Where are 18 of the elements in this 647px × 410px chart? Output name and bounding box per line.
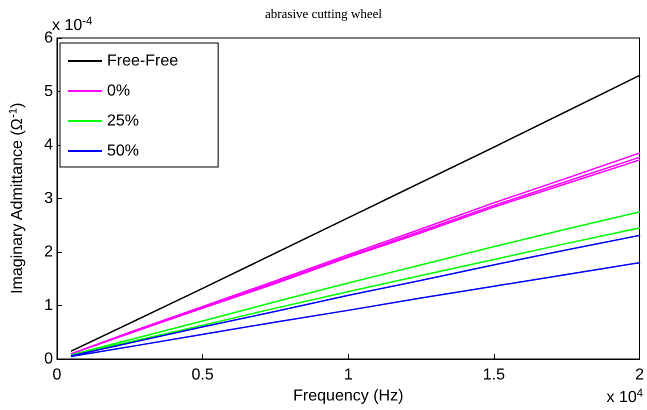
y-tick-label: 3 [44,190,54,207]
y-axis-title: Imaginary Admittance (Ω-1) [8,102,26,294]
y-tick-label: 5 [44,83,54,100]
x-tick-label: 1.5 [482,366,506,384]
x-tick-label: 1 [344,366,353,384]
legend-label: Free-Free [107,52,178,70]
y-tick-label: 0 [44,350,54,368]
x-axis-title: Frequency (Hz) [293,387,404,404]
legend-label: 25% [107,112,140,130]
x-tick-label: 2 [635,366,644,384]
chart-title: abrasive cutting wheel [265,6,382,21]
y-tick-label: 2 [44,244,54,260]
y-tick-label: 6 [44,30,54,46]
legend-label: 0% [107,82,130,100]
y-tick-label: 4 [44,136,54,154]
y-tick-label: 1 [44,297,54,314]
legend-label: 50% [107,142,140,160]
x-tick-label: 0.5 [192,366,214,384]
